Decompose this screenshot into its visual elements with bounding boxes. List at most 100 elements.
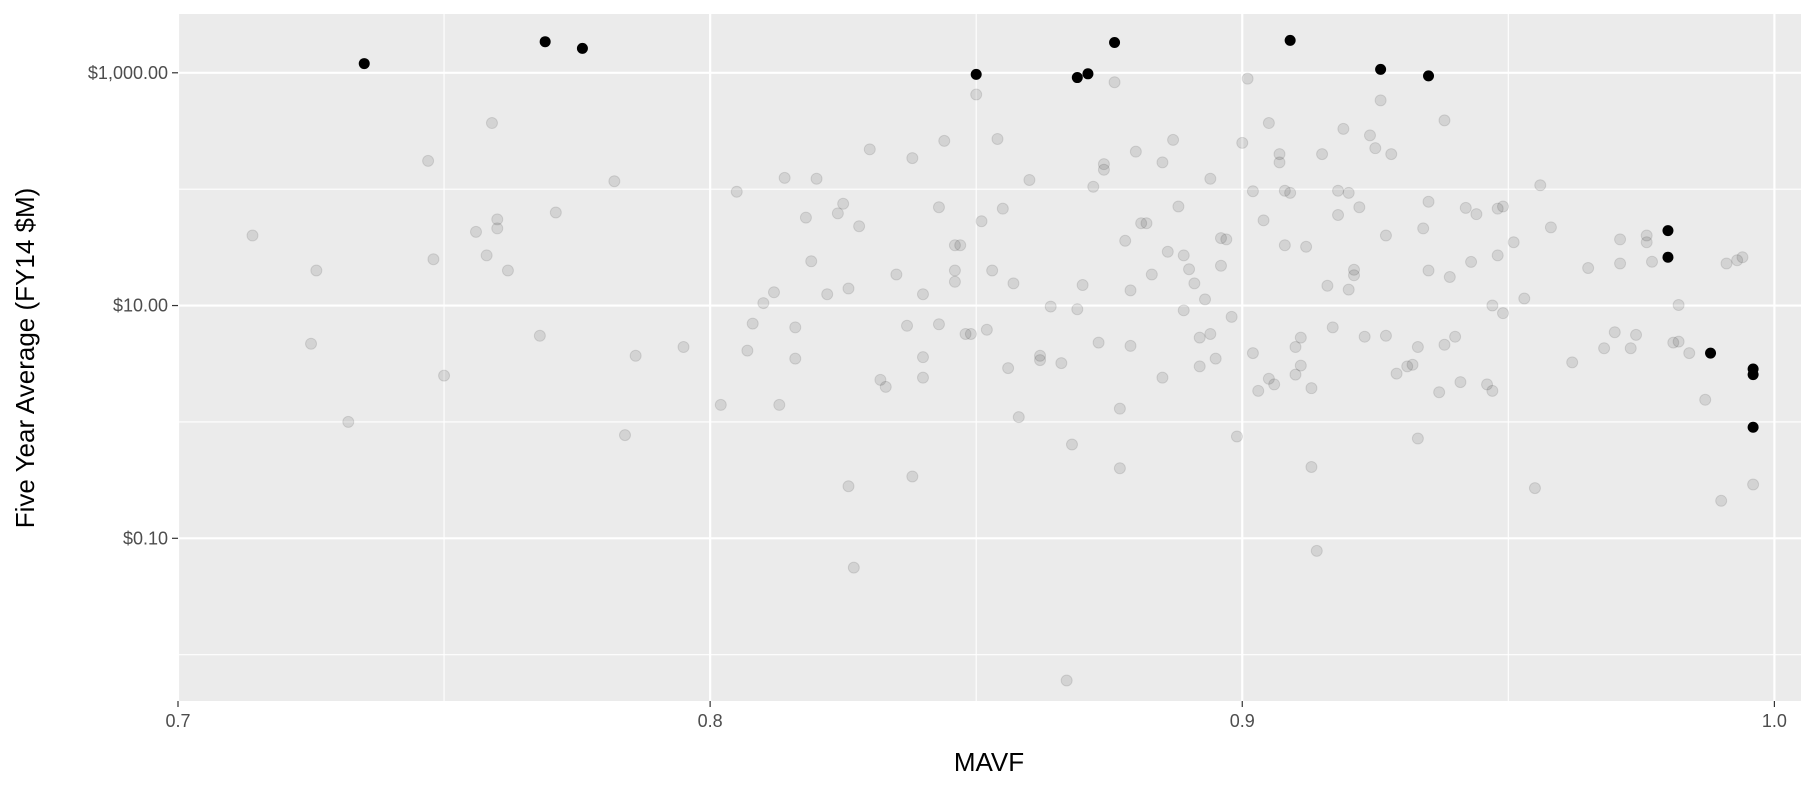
highlighted-point	[1082, 68, 1094, 80]
background-point	[901, 319, 914, 332]
background-point	[1736, 251, 1749, 264]
background-point	[1422, 264, 1435, 277]
background-point	[1411, 432, 1424, 445]
background-point	[1071, 303, 1084, 316]
background-point	[1241, 72, 1254, 85]
background-point	[1481, 378, 1494, 391]
background-point	[1667, 336, 1680, 349]
background-point	[629, 349, 642, 362]
background-point	[1507, 236, 1520, 249]
background-point	[1715, 494, 1728, 507]
background-point	[1305, 382, 1318, 395]
background-point	[1459, 201, 1472, 214]
background-point	[1624, 342, 1637, 355]
background-point	[906, 470, 919, 483]
background-point	[1034, 349, 1047, 362]
background-point	[1385, 148, 1398, 161]
background-point	[1065, 438, 1078, 451]
background-point	[874, 373, 887, 386]
background-point	[1321, 279, 1334, 292]
background-point	[1465, 255, 1478, 268]
background-point	[789, 321, 802, 334]
background-point	[1401, 360, 1414, 373]
background-point	[1220, 233, 1233, 246]
background-point	[938, 134, 951, 147]
background-point	[618, 429, 631, 442]
background-point	[1310, 544, 1323, 557]
background-point	[1332, 208, 1345, 221]
background-point	[1342, 186, 1355, 199]
background-point	[1278, 239, 1291, 252]
highlighted-point	[1109, 37, 1121, 49]
highlighted-point	[1423, 70, 1435, 82]
background-point	[1379, 229, 1392, 242]
background-point	[1007, 277, 1020, 290]
highlighted-point	[539, 36, 551, 48]
background-point	[1257, 214, 1270, 227]
background-point	[1369, 142, 1382, 155]
background-point	[1278, 184, 1291, 197]
background-point	[890, 268, 903, 281]
background-point	[842, 282, 855, 295]
x-tick-label: 0.8	[698, 711, 723, 731]
highlighted-point	[1662, 225, 1674, 237]
background-point	[1167, 133, 1180, 146]
background-point	[821, 288, 834, 301]
background-point	[1497, 307, 1510, 320]
background-point	[810, 172, 823, 185]
background-point	[1156, 156, 1169, 169]
background-point	[986, 264, 999, 277]
background-point	[948, 275, 961, 288]
background-point	[469, 225, 482, 238]
background-point	[714, 398, 727, 411]
background-point	[746, 317, 759, 330]
background-point	[1252, 384, 1265, 397]
background-point	[741, 344, 754, 357]
background-point	[1342, 283, 1355, 296]
background-point	[1199, 293, 1212, 306]
background-point	[799, 211, 812, 224]
background-point	[863, 143, 876, 156]
background-point	[1145, 268, 1158, 281]
background-point	[1608, 326, 1621, 339]
background-point	[1486, 299, 1499, 312]
background-point	[1273, 148, 1286, 161]
background-point	[677, 341, 690, 354]
background-point	[422, 154, 435, 167]
background-point	[1544, 221, 1557, 234]
background-point	[1300, 240, 1313, 253]
background-point	[1491, 202, 1504, 215]
background-point	[1672, 335, 1685, 348]
background-point	[1230, 430, 1243, 443]
background-point	[1390, 367, 1403, 380]
background-point	[1183, 263, 1196, 276]
highlighted-point	[1662, 251, 1674, 263]
background-point	[1140, 217, 1153, 230]
y-tick-label: $0.10	[123, 528, 168, 548]
background-point	[773, 398, 786, 411]
background-point	[1497, 200, 1510, 213]
background-point	[789, 352, 802, 365]
background-point	[1097, 158, 1110, 171]
background-point	[1268, 378, 1281, 391]
background-point	[1332, 184, 1345, 197]
background-point	[1129, 145, 1142, 158]
background-point	[970, 88, 983, 101]
background-point	[491, 213, 504, 226]
background-point	[1411, 341, 1424, 354]
background-point	[1491, 249, 1504, 262]
background-point	[991, 132, 1004, 145]
background-point	[1124, 284, 1137, 297]
background-point	[1156, 371, 1169, 384]
background-point	[948, 264, 961, 277]
background-point	[501, 264, 514, 277]
background-point	[1177, 304, 1190, 317]
background-point	[1353, 201, 1366, 214]
background-point	[1273, 156, 1286, 169]
background-point	[954, 239, 967, 252]
highlighted-point	[576, 42, 588, 54]
background-point	[1582, 262, 1595, 275]
background-point	[1246, 185, 1259, 198]
